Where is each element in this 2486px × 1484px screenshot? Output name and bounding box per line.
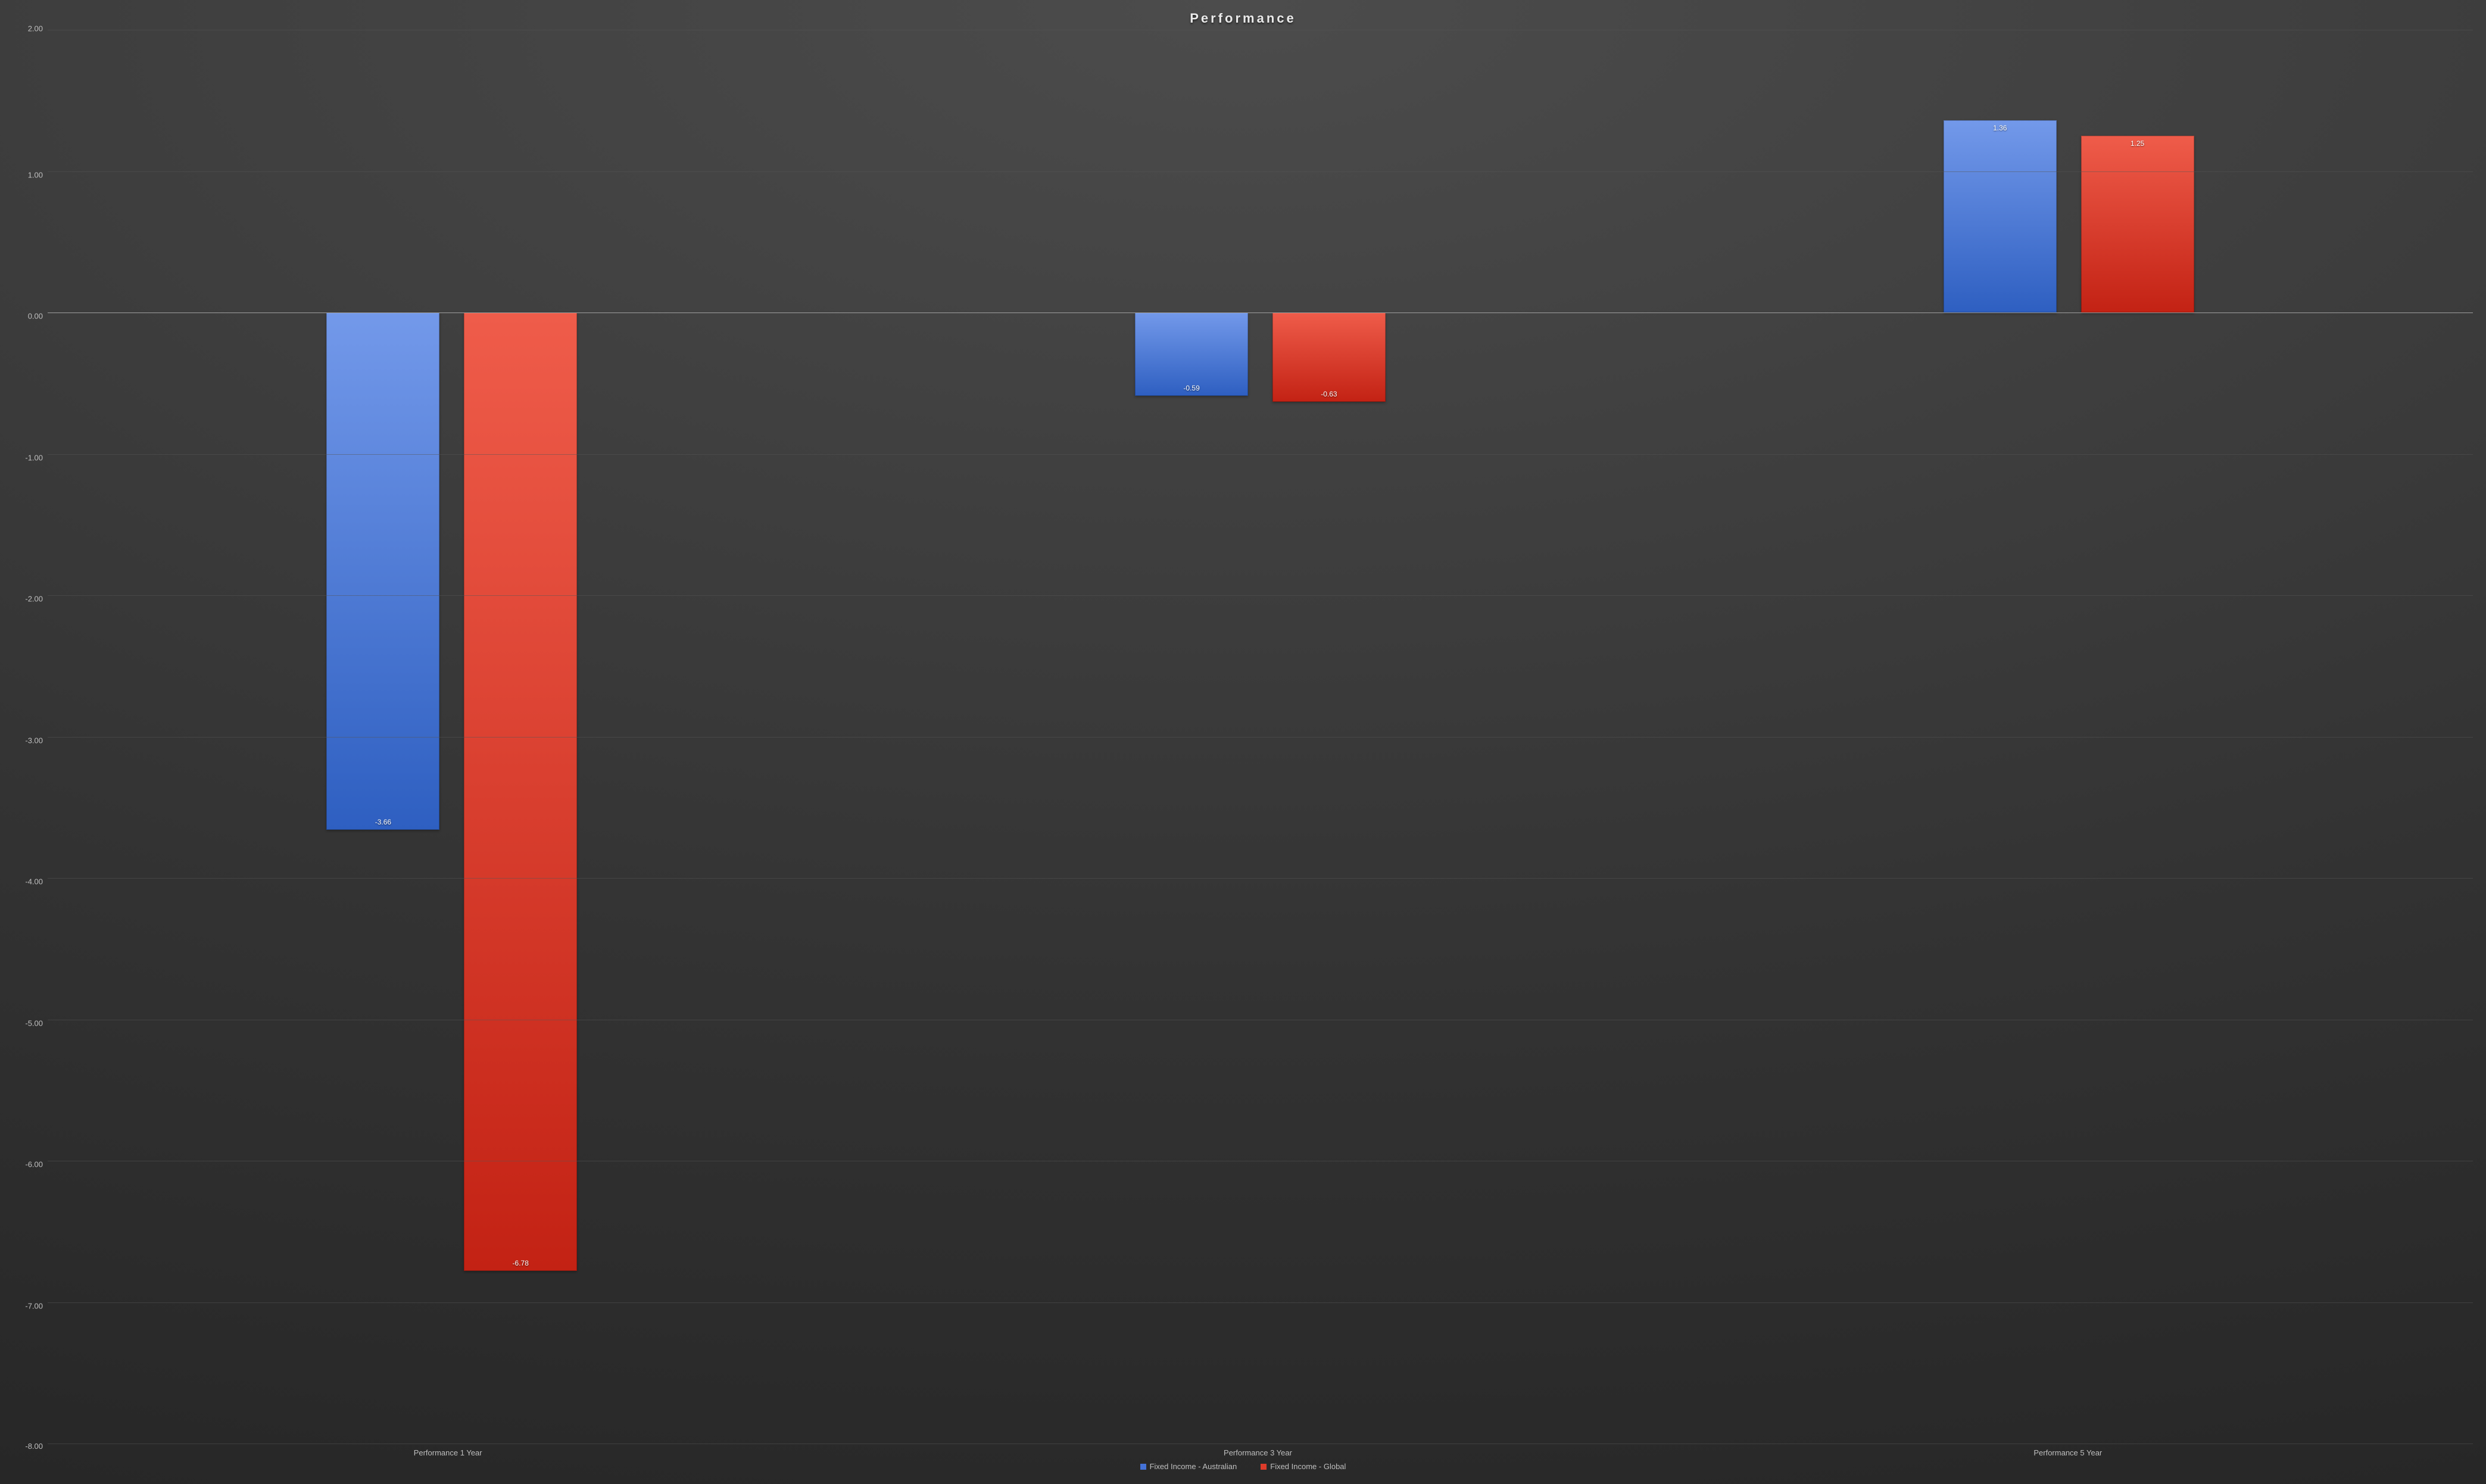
legend-swatch (1140, 1464, 1146, 1470)
bar-value-label: -6.78 (464, 1259, 577, 1267)
y-tick-label: -7.00 (25, 1302, 43, 1310)
bar-value-label: 1.36 (1944, 124, 2057, 132)
grid-line (48, 454, 2473, 455)
y-tick-label: 2.00 (28, 25, 43, 33)
grid-line (48, 737, 2473, 738)
grid-line (48, 878, 2473, 879)
bar-value-label: -0.63 (1272, 390, 1386, 398)
y-tick-label: -2.00 (25, 595, 43, 603)
y-tick-label: -8.00 (25, 1442, 43, 1450)
y-tick-label: -3.00 (25, 736, 43, 744)
bar: 1.36 (1944, 120, 2057, 313)
legend-label: Fixed Income - Global (1270, 1462, 1346, 1471)
x-category-label: Performance 1 Year (43, 1444, 853, 1457)
grid-line (48, 595, 2473, 596)
y-tick-label: 1.00 (28, 171, 43, 179)
bar: -3.66 (326, 313, 439, 830)
x-category-label: Performance 3 Year (853, 1444, 1662, 1457)
x-category-label: Performance 5 Year (1663, 1444, 2473, 1457)
x-axis: Performance 1 YearPerformance 3 YearPerf… (43, 1444, 2473, 1457)
bar: 1.25 (2081, 136, 2194, 313)
y-axis: 2.001.000.00-1.00-2.00-3.00-4.00-5.00-6.… (13, 30, 48, 1444)
legend-item: Fixed Income - Australian (1140, 1462, 1237, 1471)
bar: -0.63 (1272, 313, 1386, 402)
legend-swatch (1261, 1464, 1267, 1470)
grid-line (48, 1302, 2473, 1303)
y-tick-label: 0.00 (28, 313, 43, 320)
legend-label: Fixed Income - Australian (1150, 1462, 1237, 1471)
bar: -6.78 (464, 313, 577, 1271)
y-tick-label: -1.00 (25, 454, 43, 461)
y-tick-label: -5.00 (25, 1019, 43, 1027)
plot-area: -3.66 -6.78 -0.59 -0.63 1.36 1.25 (48, 30, 2473, 1444)
bar-value-label: -0.59 (1135, 384, 1248, 392)
bar: -0.59 (1135, 313, 1248, 396)
y-tick-label: -6.00 (25, 1161, 43, 1169)
legend-item: Fixed Income - Global (1261, 1462, 1346, 1471)
legend: Fixed Income - Australian Fixed Income - … (13, 1457, 2473, 1471)
chart-title: Performance (13, 11, 2473, 26)
y-tick-label: -4.00 (25, 878, 43, 886)
bar-value-label: 1.25 (2081, 139, 2194, 148)
bar-value-label: -3.66 (326, 818, 439, 826)
grid-line (48, 171, 2473, 172)
chart-area: 2.001.000.00-1.00-2.00-3.00-4.00-5.00-6.… (13, 30, 2473, 1444)
